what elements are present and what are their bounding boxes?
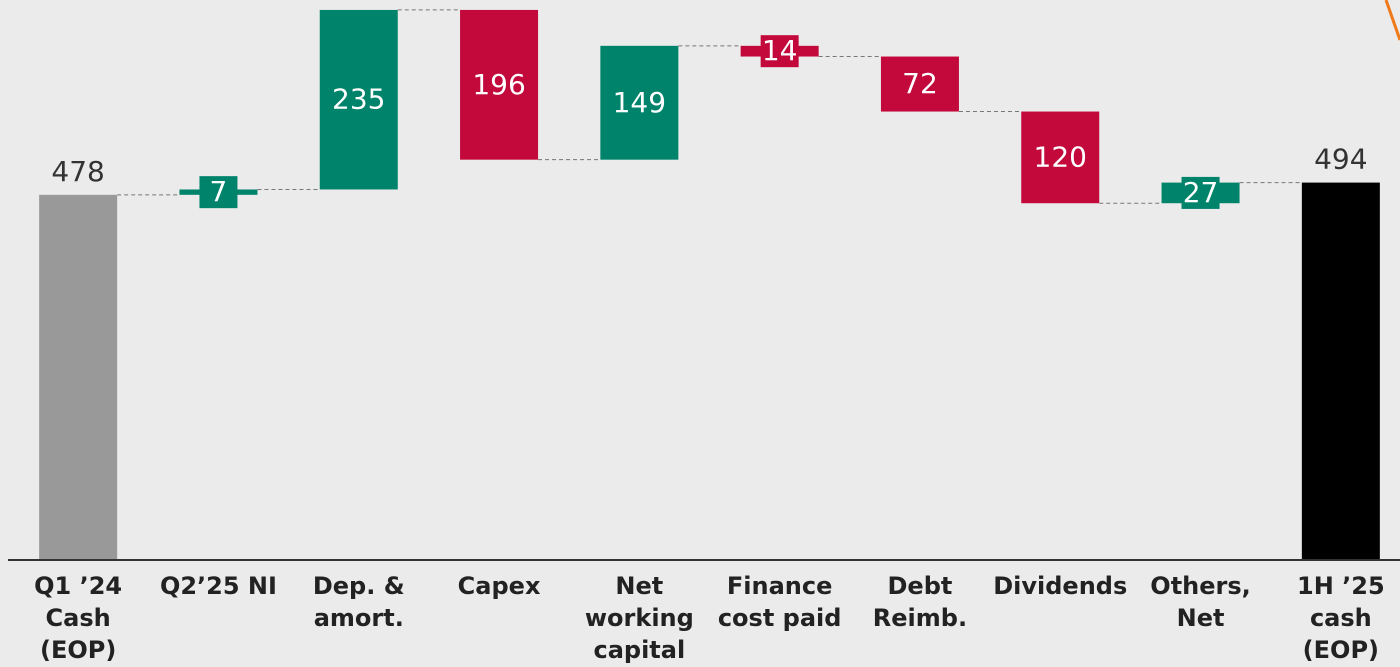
x-tick-label: Capex	[457, 572, 541, 600]
x-tick-label: Net working capital	[584, 572, 694, 664]
value-label: 149	[613, 86, 666, 119]
x-tick-label: Finance cost paid	[717, 572, 842, 632]
value-label: 478	[51, 155, 104, 188]
bar	[460, 9, 539, 160]
x-tick-label: Q1 ’24 Cash (EOP)	[34, 572, 123, 664]
x-tick-label: Debt Reimb.	[872, 572, 968, 632]
value-label: 7	[210, 175, 228, 208]
value-label: 27	[1183, 176, 1219, 209]
bar	[1021, 111, 1100, 204]
decoration	[1384, 0, 1400, 41]
bar	[319, 9, 398, 190]
bar	[880, 56, 959, 112]
bar	[39, 194, 118, 560]
x-tick-label: 1H ’25 cash (EOP)	[1297, 572, 1385, 664]
value-label: 235	[332, 83, 385, 116]
bar	[600, 45, 679, 160]
x-tick-label: Others, Net	[1150, 572, 1251, 632]
label-box	[760, 35, 799, 68]
value-label: 14	[762, 34, 798, 67]
label-box	[1181, 176, 1220, 209]
x-tick-label: Dividends	[993, 572, 1128, 600]
value-label: 494	[1314, 143, 1367, 176]
value-label: 120	[1034, 140, 1087, 173]
value-label: 196	[472, 68, 525, 101]
x-tick-label: Q2’25 NI	[159, 572, 277, 600]
label-box	[199, 176, 238, 209]
x-tick-label: Dep. & amort.	[312, 572, 405, 632]
bar	[1301, 182, 1380, 560]
value-label: 72	[902, 67, 938, 100]
